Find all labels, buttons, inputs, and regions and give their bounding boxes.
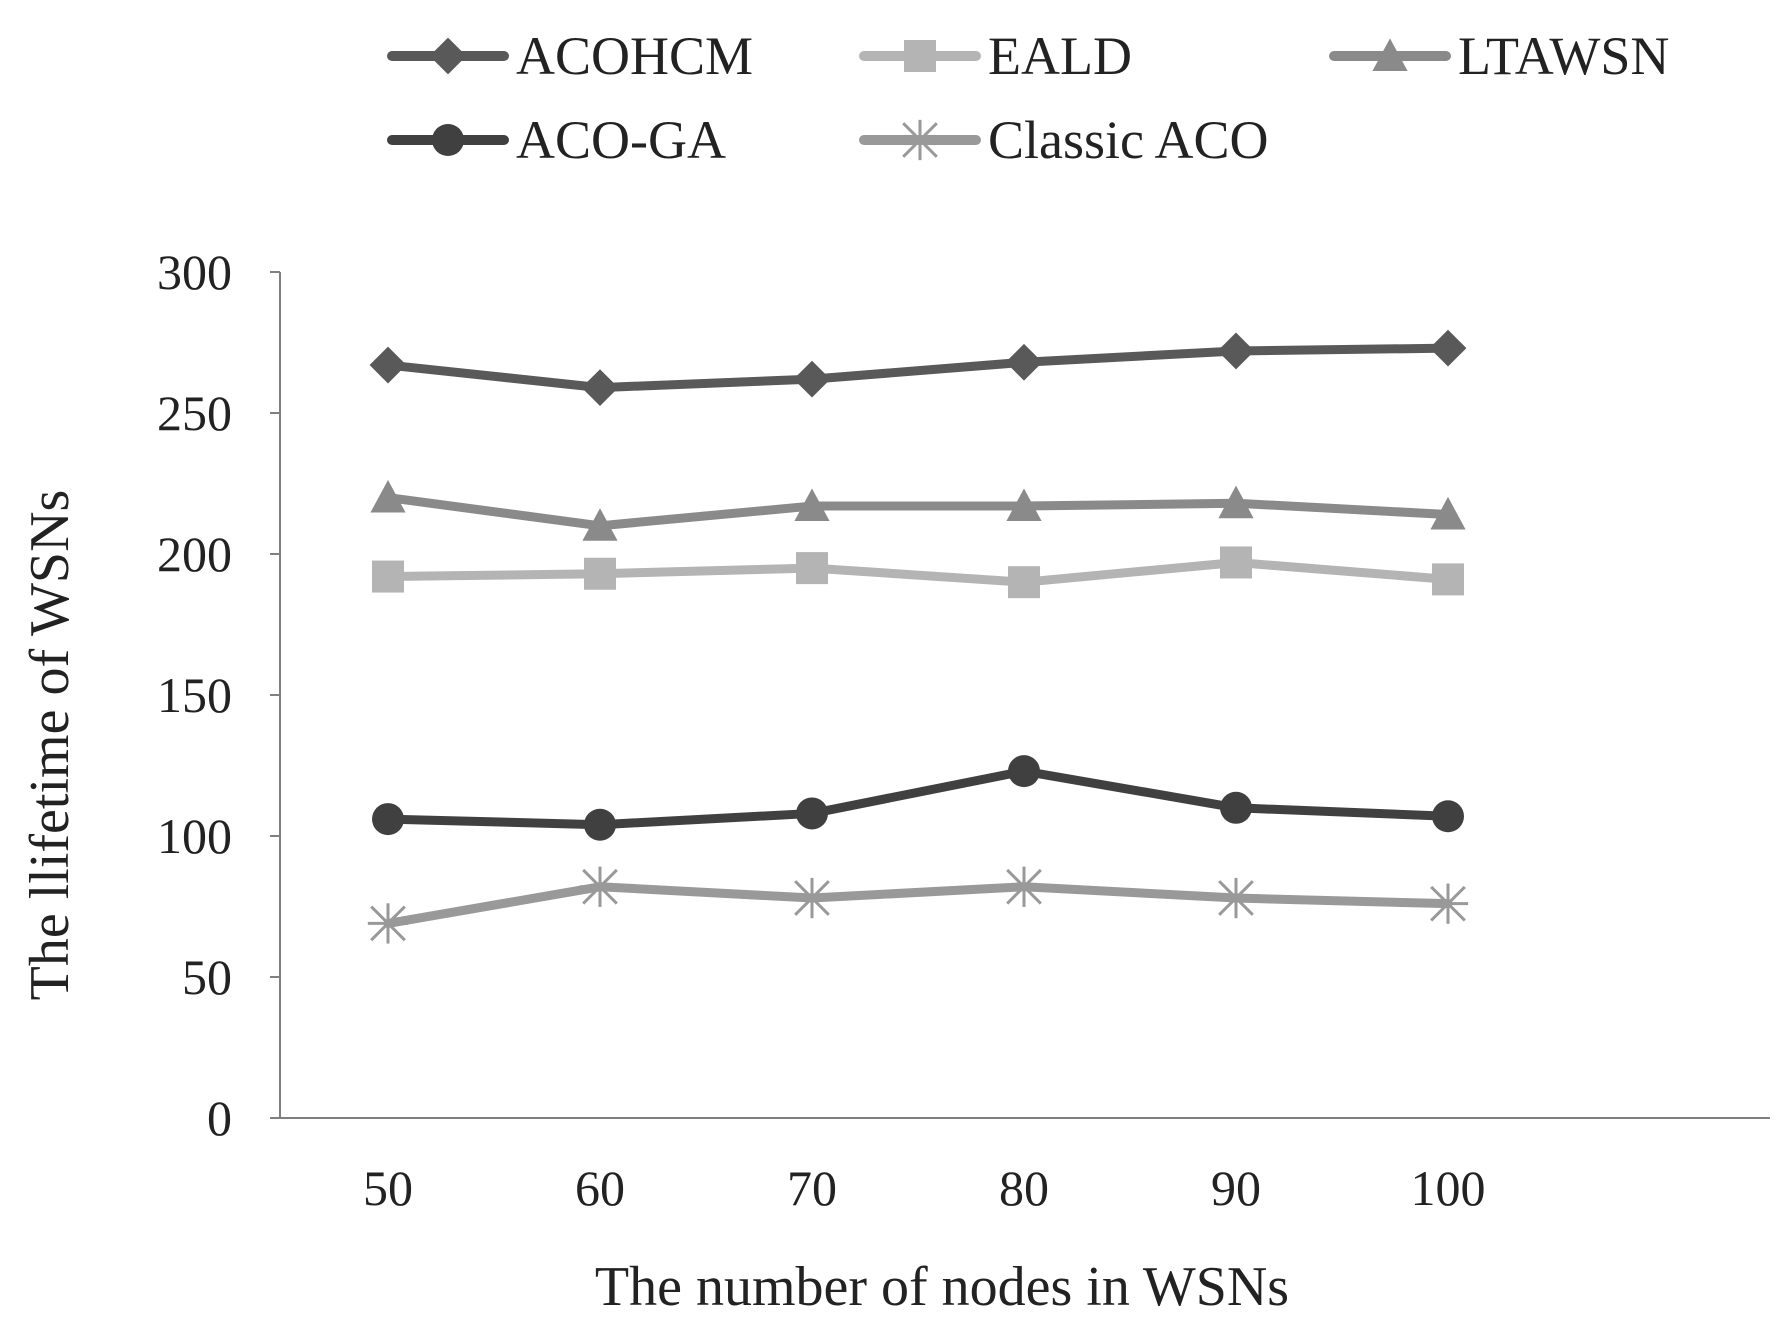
series-line bbox=[383, 882, 1453, 928]
data-point bbox=[1217, 332, 1255, 370]
legend-label: ACO-GA bbox=[516, 110, 726, 170]
data-point bbox=[1220, 791, 1252, 824]
series-line bbox=[383, 343, 1453, 393]
data-point bbox=[1218, 485, 1254, 519]
y-tick-label: 150 bbox=[157, 667, 232, 723]
data-point bbox=[1432, 563, 1464, 596]
legend-item: ACO-GA bbox=[387, 110, 726, 170]
legend-item: LTAWSN bbox=[1329, 26, 1669, 86]
data-point bbox=[1432, 800, 1464, 833]
series-line bbox=[383, 766, 1453, 830]
data-point bbox=[1429, 329, 1467, 367]
data-point bbox=[582, 508, 618, 541]
legend-label: ACOHCM bbox=[516, 26, 753, 86]
legend-marker bbox=[1372, 38, 1408, 71]
data-point bbox=[1430, 496, 1466, 530]
y-axis-title: The llifetime of WSNs bbox=[19, 490, 81, 1001]
legend-label: EALD bbox=[988, 26, 1132, 86]
series-aco-ga bbox=[372, 755, 1464, 841]
x-tick-label: 100 bbox=[1411, 1160, 1486, 1216]
data-point bbox=[1005, 343, 1043, 381]
data-point bbox=[1008, 566, 1040, 599]
legend-marker bbox=[904, 40, 936, 72]
legend-marker bbox=[429, 37, 467, 75]
series-ltawsn bbox=[370, 480, 1466, 541]
y-tick-label: 200 bbox=[157, 526, 232, 582]
series-layer bbox=[367, 329, 1469, 944]
data-point bbox=[1008, 755, 1040, 788]
legend-label: Classic ACO bbox=[988, 110, 1269, 170]
data-point bbox=[372, 803, 404, 836]
data-point bbox=[1215, 877, 1257, 919]
data-point bbox=[1003, 866, 1045, 907]
data-point bbox=[796, 797, 828, 830]
legend-marker bbox=[432, 124, 464, 156]
axes: 0 50 100 150 200 250 300 50 60 70 80 90 100 bbox=[157, 244, 1770, 1216]
series-classic-aco bbox=[367, 866, 1469, 944]
data-point bbox=[584, 808, 616, 841]
data-point bbox=[367, 903, 409, 944]
data-point bbox=[791, 877, 833, 919]
legend-item: Classic ACO bbox=[859, 110, 1269, 170]
data-point bbox=[369, 346, 407, 384]
data-point bbox=[372, 560, 404, 593]
data-point bbox=[584, 557, 616, 590]
series-line bbox=[383, 557, 1453, 587]
y-tick-label: 300 bbox=[157, 244, 232, 300]
legend-label: LTAWSN bbox=[1458, 26, 1669, 86]
series-line bbox=[383, 493, 1453, 531]
x-tick-label: 70 bbox=[787, 1160, 837, 1216]
x-tick-label: 80 bbox=[999, 1160, 1049, 1216]
legend-marker bbox=[899, 119, 941, 161]
x-tick-label: 90 bbox=[1211, 1160, 1261, 1216]
x-axis-title: The number of nodes in WSNs bbox=[595, 1256, 1289, 1318]
legend-item: EALD bbox=[859, 26, 1132, 86]
y-tick-label: 0 bbox=[207, 1090, 232, 1146]
data-point bbox=[579, 866, 621, 907]
series-acohcm bbox=[369, 329, 1467, 407]
legend: ACOHCM EALD LTAWSN ACO-GA Classic ACO bbox=[387, 26, 1669, 170]
y-tick-label: 250 bbox=[157, 385, 232, 441]
data-point bbox=[1006, 488, 1042, 522]
data-point bbox=[796, 552, 828, 585]
data-point bbox=[370, 480, 406, 513]
y-tick-label: 50 bbox=[182, 949, 232, 1005]
x-tick-label: 50 bbox=[363, 1160, 413, 1216]
data-point bbox=[1427, 883, 1469, 924]
y-tick-label: 100 bbox=[157, 808, 232, 864]
legend-item: ACOHCM bbox=[387, 26, 753, 86]
data-point bbox=[794, 488, 830, 522]
x-tick-label: 60 bbox=[575, 1160, 625, 1216]
data-point bbox=[581, 369, 619, 407]
data-point bbox=[793, 360, 831, 398]
series-eald bbox=[372, 546, 1464, 599]
data-point bbox=[1220, 546, 1252, 579]
